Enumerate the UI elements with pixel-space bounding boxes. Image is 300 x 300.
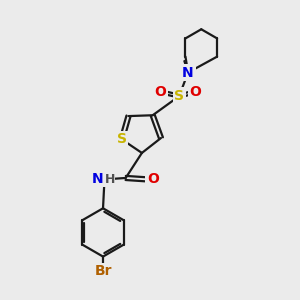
Text: O: O: [189, 85, 201, 99]
Text: N: N: [182, 66, 194, 80]
Text: N: N: [92, 172, 103, 186]
Text: S: S: [174, 89, 184, 103]
Text: Br: Br: [94, 264, 112, 278]
Text: S: S: [117, 132, 127, 146]
Text: H: H: [104, 173, 115, 186]
Text: O: O: [147, 172, 159, 186]
Text: O: O: [154, 85, 166, 99]
